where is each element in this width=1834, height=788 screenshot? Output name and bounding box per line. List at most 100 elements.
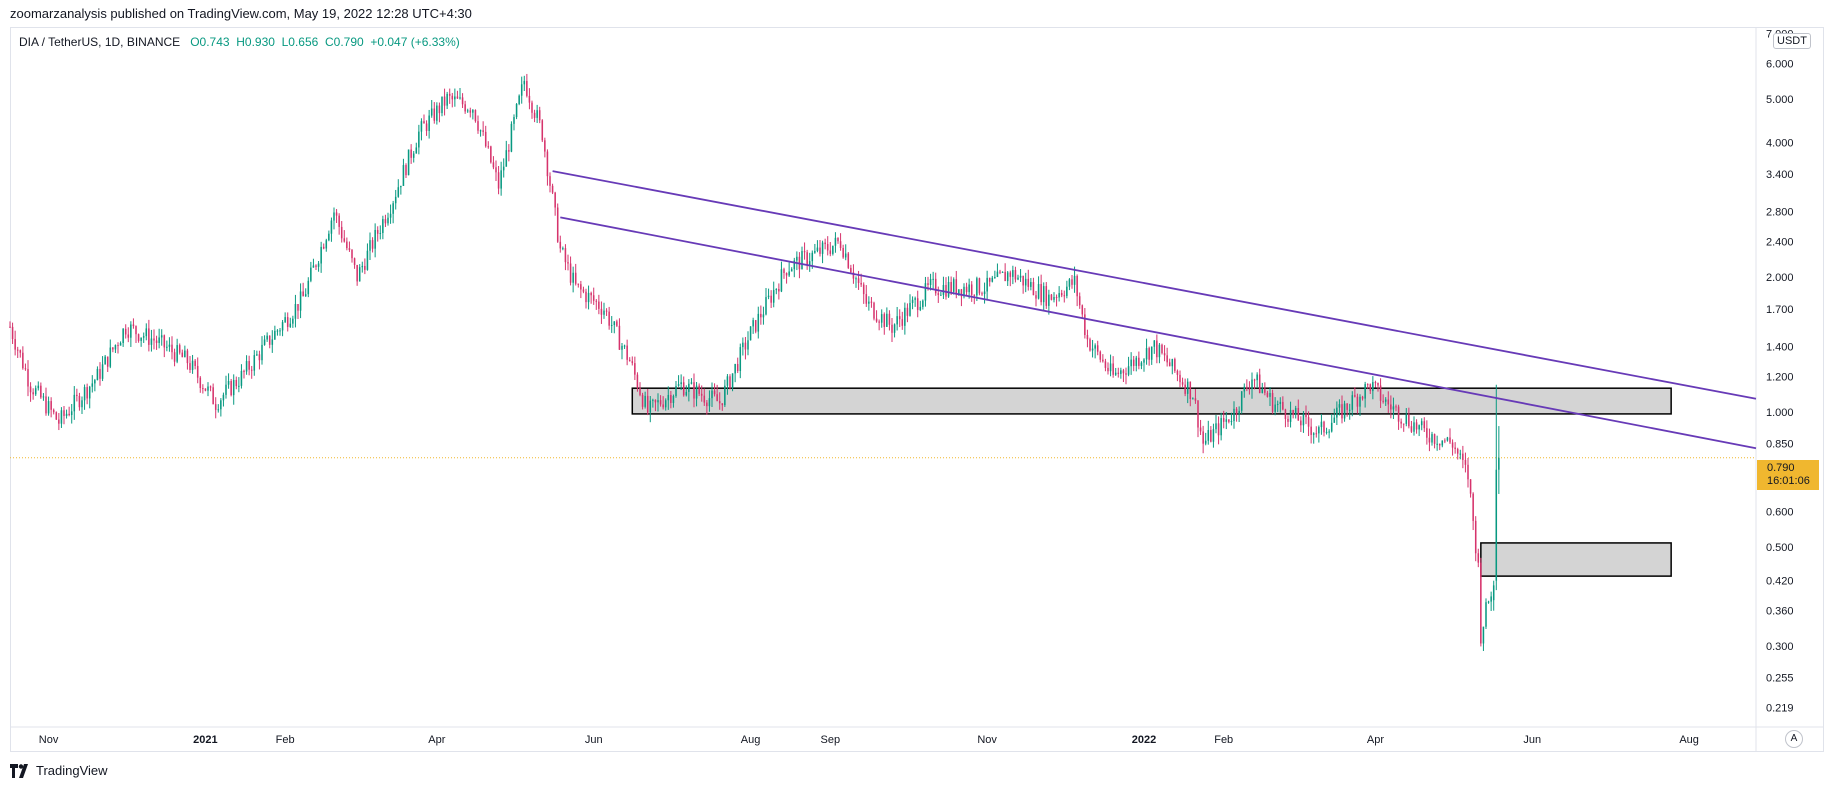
candle-body	[1490, 596, 1492, 602]
candle-body	[888, 313, 891, 325]
candle-body	[258, 354, 261, 361]
candle-body	[1495, 469, 1498, 581]
candle-body	[1444, 440, 1446, 442]
candle-body	[1238, 410, 1240, 414]
candle-body	[886, 313, 888, 327]
candle-body	[577, 283, 580, 285]
candle-body	[1402, 423, 1405, 425]
candle-body	[37, 385, 40, 389]
candle-body	[142, 336, 145, 338]
candle-body	[451, 95, 454, 100]
candle-body	[564, 248, 567, 263]
footer: TradingView	[10, 763, 108, 778]
candle-body	[1184, 384, 1186, 394]
candle-body	[1248, 388, 1251, 390]
candle-body	[220, 400, 222, 410]
candle-body	[636, 374, 639, 389]
chart-frame[interactable]	[10, 27, 1824, 752]
auto-scale-button[interactable]: A	[1785, 730, 1803, 748]
trendlines-layer	[552, 170, 1757, 450]
candle-body	[276, 330, 279, 332]
candle-body	[1343, 403, 1346, 419]
candle-body	[1130, 359, 1132, 367]
candle-body	[796, 256, 798, 261]
candle-body	[1078, 296, 1081, 306]
candle-body	[292, 318, 294, 324]
candle-body	[1035, 295, 1037, 299]
candle-body	[65, 413, 68, 416]
candle-body	[976, 278, 978, 296]
candle-body	[487, 146, 490, 148]
candle-body	[649, 400, 652, 413]
candle-body	[1053, 296, 1055, 300]
candle-body	[1143, 359, 1145, 363]
candle-body	[1215, 423, 1217, 430]
candle-body	[968, 284, 970, 293]
candle-body	[703, 395, 706, 403]
candle-body	[793, 260, 796, 270]
candle-body	[104, 356, 106, 365]
candle-body	[420, 121, 423, 132]
candle-body	[914, 298, 916, 300]
candle-body	[868, 301, 870, 304]
candle-body	[634, 363, 636, 375]
candle-body	[973, 294, 976, 296]
candle-body	[716, 394, 718, 402]
last-price-value: 0.790	[1767, 462, 1795, 474]
candle-body	[279, 330, 281, 332]
y-tick-label: 4.000	[1766, 137, 1794, 149]
candle-body	[1063, 295, 1066, 297]
candle-body	[1246, 386, 1248, 389]
candle-body	[1210, 430, 1212, 442]
candle-body	[364, 265, 366, 270]
candle-body	[145, 328, 148, 337]
candle-body	[1384, 399, 1387, 402]
candle-body	[808, 261, 811, 265]
candle-body	[1256, 374, 1258, 381]
candle-body	[1297, 408, 1300, 421]
candle-body	[708, 398, 711, 407]
tradingview-logo-icon[interactable]	[10, 763, 30, 778]
candle-body	[801, 251, 803, 270]
candle-body	[379, 232, 382, 234]
candle-body	[1377, 382, 1379, 386]
candle-body	[356, 264, 358, 282]
candle-body	[212, 387, 214, 405]
candle-body	[1408, 414, 1410, 427]
candle-body	[1328, 431, 1330, 433]
candle-body	[765, 297, 767, 315]
candle-body	[1161, 344, 1163, 354]
candle-body	[927, 283, 929, 285]
candle-body	[670, 394, 672, 403]
candle-body	[1243, 386, 1246, 392]
candle-body	[934, 278, 937, 294]
candle-body	[873, 302, 875, 319]
candle-body	[70, 411, 73, 416]
candle-body	[333, 212, 335, 221]
candle-body	[546, 151, 549, 177]
candle-body	[1233, 408, 1235, 422]
currency-badge[interactable]: USDT	[1773, 33, 1811, 49]
footer-brand[interactable]: TradingView	[36, 763, 108, 778]
candle-body	[1001, 271, 1004, 273]
candle-body	[842, 248, 844, 258]
candle-body	[621, 345, 623, 350]
candle-body	[294, 304, 297, 319]
candle-body	[994, 277, 996, 279]
candle-body	[230, 380, 232, 396]
candle-body	[513, 117, 515, 124]
candle-body	[189, 363, 191, 370]
candle-body	[346, 241, 348, 249]
candle-body	[1073, 275, 1076, 285]
candle-body	[117, 345, 119, 347]
candle-body	[312, 265, 315, 268]
candle-body	[544, 140, 546, 152]
candle-body	[150, 338, 153, 345]
candle-body	[1336, 407, 1338, 418]
candle-body	[721, 403, 724, 406]
candle-body	[585, 291, 587, 303]
candle-body	[1251, 379, 1253, 390]
candle-body	[1261, 388, 1264, 393]
symbol-name[interactable]: DIA / TetherUS, 1D, BINANCE	[19, 35, 181, 49]
